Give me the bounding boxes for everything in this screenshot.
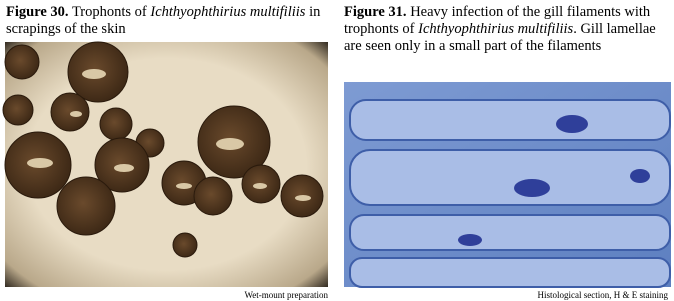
figure-label: Figure 30. xyxy=(6,4,69,20)
trophont xyxy=(172,232,198,258)
nucleus xyxy=(253,183,267,189)
filament xyxy=(349,214,671,251)
nucleus xyxy=(27,158,53,168)
nucleus xyxy=(514,179,550,197)
species: Ichthyophthirius multifiliis xyxy=(150,4,306,20)
filament xyxy=(349,149,671,206)
photo-note: Wet-mount preparation xyxy=(244,290,329,300)
nucleus xyxy=(458,234,482,246)
filaments xyxy=(349,99,671,288)
caption: Figure 30. Trophonts of Ichthyophthirius… xyxy=(6,4,328,38)
nucleus xyxy=(82,69,106,79)
trophont xyxy=(50,92,90,132)
caption-text: in scrapings of the skin xyxy=(6,4,321,37)
nucleus xyxy=(114,164,134,172)
nuclei xyxy=(27,69,311,201)
figure-label: Figure 31. xyxy=(344,4,407,20)
nucleus xyxy=(630,169,650,183)
trophont-nuclei xyxy=(458,115,650,246)
nucleus xyxy=(556,115,588,133)
nucleus xyxy=(216,138,244,150)
nucleus xyxy=(70,111,82,117)
caption-text: . Gill lamellae are seen only in a small… xyxy=(344,21,656,54)
trophont xyxy=(56,176,116,236)
caption: Figure 31. Heavy infection of the gill f… xyxy=(344,4,670,55)
nucleus xyxy=(176,183,192,189)
filament xyxy=(349,257,671,288)
filament xyxy=(349,99,671,141)
trophont xyxy=(99,107,133,141)
trophont xyxy=(4,44,40,80)
photo-note: Histological section, H & E staining xyxy=(537,290,668,300)
trophont xyxy=(193,176,233,216)
caption-text: Heavy infection of the gill filaments wi… xyxy=(344,4,651,37)
nucleus xyxy=(295,195,311,201)
trophont xyxy=(2,94,34,126)
species: Ichthyophthirius multifiliis xyxy=(418,21,574,37)
caption-text: Trophonts of xyxy=(71,4,151,20)
